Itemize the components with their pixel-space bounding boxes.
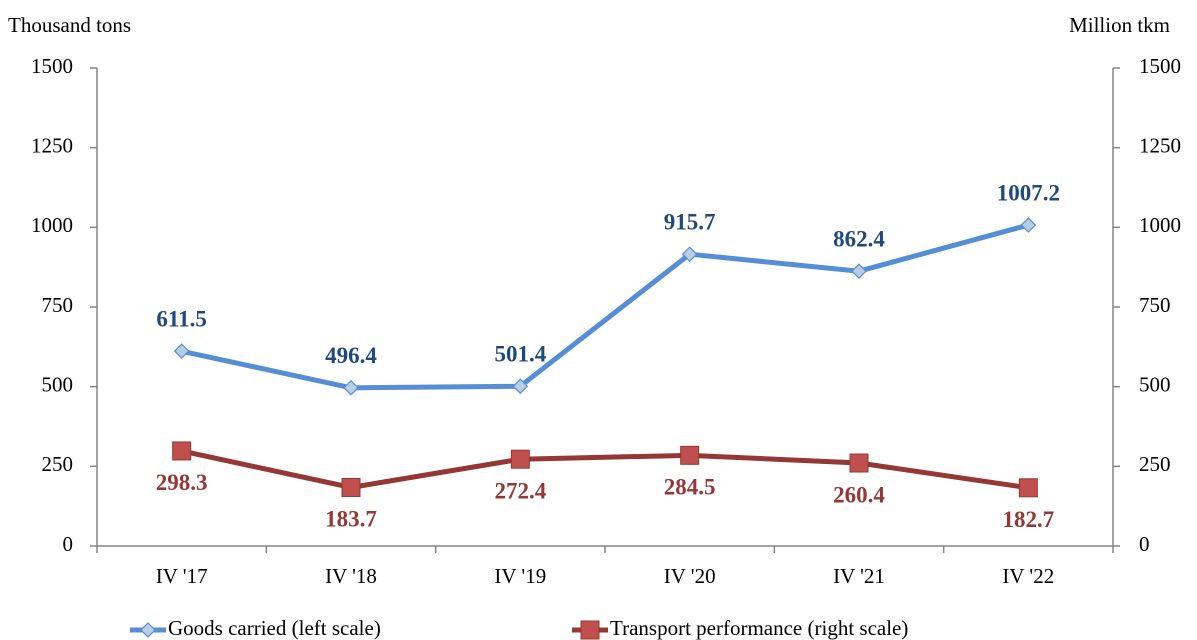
series-line bbox=[181, 448, 1029, 491]
y2-tick-label: 250 bbox=[1139, 452, 1171, 476]
x-tick-label: IV '17 bbox=[156, 564, 208, 588]
x-tick-label: IV '22 bbox=[1002, 564, 1054, 588]
point-marker bbox=[343, 379, 359, 396]
x-tick-label: IV '21 bbox=[833, 564, 885, 588]
y-tick-label: 1250 bbox=[31, 133, 73, 157]
y-tick-label: 0 bbox=[63, 532, 74, 556]
data-label: 272.4 bbox=[494, 478, 546, 503]
y2-tick-label: 500 bbox=[1139, 372, 1171, 396]
y2-tick-label: 1250 bbox=[1139, 133, 1181, 157]
data-label: 284.5 bbox=[664, 475, 716, 500]
data-label: 182.7 bbox=[1002, 507, 1054, 532]
point-marker bbox=[680, 445, 700, 465]
data-label: 183.7 bbox=[325, 507, 377, 532]
point-marker bbox=[1018, 478, 1038, 498]
y2-tick-label: 750 bbox=[1139, 293, 1171, 317]
data-label: 501.4 bbox=[494, 342, 546, 367]
point-marker bbox=[510, 449, 530, 469]
legend-label: Goods carried (left scale) bbox=[168, 616, 381, 640]
y2-axis-label: Million tkm bbox=[1069, 13, 1170, 37]
y-axis-label: Thousand tons bbox=[8, 13, 131, 37]
point-marker bbox=[681, 246, 698, 263]
y2-tick-label: 0 bbox=[1139, 532, 1150, 556]
data-label: 260.4 bbox=[833, 482, 885, 507]
data-label: 298.3 bbox=[156, 470, 208, 495]
point-marker bbox=[1020, 217, 1037, 233]
point-marker bbox=[172, 441, 192, 461]
point-marker bbox=[851, 263, 867, 280]
y-tick-label: 250 bbox=[42, 452, 74, 476]
y-tick-label: 1000 bbox=[31, 213, 73, 237]
legend-marker bbox=[580, 620, 600, 640]
data-label: 611.5 bbox=[156, 306, 206, 331]
x-tick-label: IV '18 bbox=[325, 564, 377, 588]
y-tick-label: 750 bbox=[42, 293, 74, 317]
data-label: 915.7 bbox=[664, 209, 716, 234]
point-marker bbox=[173, 343, 190, 359]
y-tick-label: 1500 bbox=[31, 54, 73, 78]
point-marker bbox=[849, 453, 869, 473]
legend-label: Transport performance (right scale) bbox=[610, 616, 908, 640]
y2-tick-label: 1000 bbox=[1139, 213, 1181, 237]
series-line bbox=[181, 222, 1029, 391]
x-tick-label: IV '19 bbox=[494, 564, 546, 588]
point-marker bbox=[512, 378, 529, 395]
data-label: 862.4 bbox=[833, 226, 885, 251]
data-label: 496.4 bbox=[325, 343, 377, 368]
x-tick-label: IV '20 bbox=[664, 564, 716, 588]
y-tick-label: 500 bbox=[42, 372, 74, 396]
y2-tick-label: 1500 bbox=[1139, 54, 1181, 78]
legend-marker bbox=[140, 622, 156, 638]
point-marker bbox=[341, 477, 361, 497]
data-label: 1007.2 bbox=[997, 180, 1060, 205]
